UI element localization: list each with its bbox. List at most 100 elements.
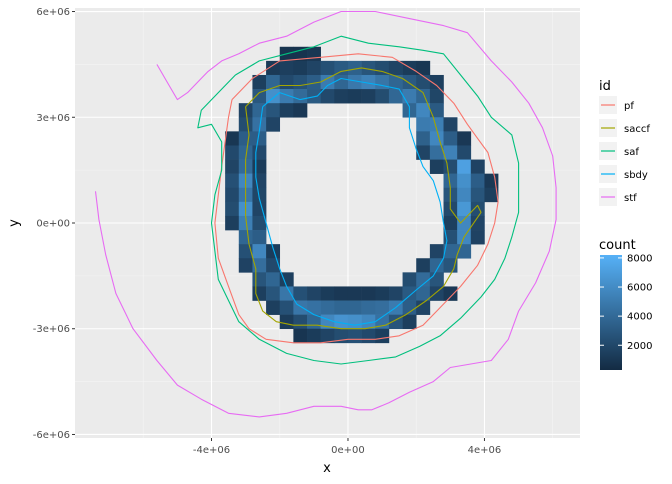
heatmap-cell <box>457 244 472 259</box>
heatmap-cell <box>347 314 362 330</box>
heatmap-cell <box>320 74 335 90</box>
heatmap-cell <box>266 300 281 315</box>
heatmap-cell <box>416 60 431 76</box>
heatmap-cell <box>238 145 253 160</box>
legend-count: count 8000 6000 4000 2000 <box>599 238 652 370</box>
legend-label-stf: stf <box>624 193 637 204</box>
heatmap-cell <box>266 89 281 104</box>
heatmap-cell <box>238 117 253 132</box>
heatmap-cell <box>361 74 376 90</box>
heatmap-cell <box>457 201 472 217</box>
heatmap-cell <box>484 187 499 203</box>
heatmap-cell <box>252 89 267 104</box>
x-axis-ticks: -4e+06 0e+00 4e+06 <box>193 438 501 456</box>
heatmap-cell <box>252 145 267 160</box>
heatmap-cell <box>347 286 362 301</box>
heatmap-cell <box>334 286 349 301</box>
legend-label-pf: pf <box>624 101 634 112</box>
heatmap-cell <box>375 286 390 301</box>
heatmap-cell <box>429 159 444 174</box>
y-tick-label: -6e+06 <box>33 430 70 441</box>
heatmap-cell <box>347 300 362 315</box>
heatmap-cell <box>347 89 362 104</box>
heatmap-cell <box>429 258 444 273</box>
legend-label-saf: saf <box>624 147 639 158</box>
heatmap-cell <box>470 159 485 174</box>
heatmap-cell <box>429 286 444 301</box>
heatmap-cell <box>375 74 390 90</box>
heatmap-cell <box>293 46 308 62</box>
heatmap-cell <box>402 89 417 104</box>
heatmap-cell <box>320 328 335 344</box>
heatmap-cell <box>266 60 281 76</box>
heatmap-cell <box>334 74 349 90</box>
heatmap-cell <box>443 131 458 146</box>
heatmap-cell <box>443 145 458 160</box>
heatmap-cell <box>402 272 417 287</box>
y-tick-label: 6e+06 <box>36 7 70 18</box>
heatmap-cell <box>375 89 390 104</box>
heatmap-cell <box>252 74 267 90</box>
heatmap-cell <box>252 173 267 189</box>
heatmap-cell <box>429 89 444 104</box>
heatmap-cell <box>266 103 281 118</box>
heatmap-cell <box>443 117 458 132</box>
heatmap-cell <box>429 74 444 90</box>
heatmap-cell <box>320 300 335 315</box>
heatmap-cell <box>252 131 267 146</box>
legend-count-tick-label: 4000 <box>627 312 652 323</box>
heatmap-cell <box>416 272 431 287</box>
contour-line-pf <box>214 53 499 344</box>
heatmap-cell <box>252 187 267 203</box>
contour-line-stf <box>94 10 557 418</box>
heatmap-cell <box>279 103 294 118</box>
heatmap-cell <box>375 300 390 315</box>
heatmap-cell <box>361 328 376 344</box>
x-tick-label: -4e+06 <box>193 445 230 456</box>
heatmap-cell <box>429 244 444 259</box>
heatmap-cell <box>470 187 485 203</box>
x-tick-label: 0e+00 <box>331 445 365 456</box>
heatmap-cell <box>416 117 431 132</box>
heatmap-cell <box>429 103 444 118</box>
heatmap-cell <box>293 286 308 301</box>
heatmap-cell <box>347 328 362 344</box>
heatmap-cell <box>443 244 458 259</box>
heatmap-cell <box>252 244 267 259</box>
heatmap-cell <box>416 74 431 90</box>
heatmap-cell <box>429 145 444 160</box>
heatmap-cell <box>279 300 294 315</box>
heatmap-cell <box>457 187 472 203</box>
heatmap-cell <box>334 60 349 76</box>
heatmap-cell <box>252 201 267 217</box>
heatmap-cell <box>320 286 335 301</box>
contour-lines <box>94 10 557 418</box>
heatmap-cell <box>266 74 281 90</box>
heatmap-cell <box>252 286 267 301</box>
heatmap-cell <box>388 74 403 90</box>
heatmap-cell <box>266 272 281 287</box>
heatmap-cell <box>457 145 472 160</box>
heatmap-cell <box>429 131 444 146</box>
heatmap-cell <box>457 131 472 146</box>
legend-id: id pf saccf saf sbdy stf <box>599 79 650 206</box>
legend-count-tick-label: 6000 <box>627 283 652 294</box>
heatmap-cell <box>266 244 281 259</box>
heatmap-cell <box>225 173 240 189</box>
legend-label-sbdy: sbdy <box>624 170 648 181</box>
heatmap-cell <box>307 74 321 90</box>
heatmap-cell <box>334 89 349 104</box>
heatmap-cell <box>416 286 431 301</box>
heatmap-cell <box>402 300 417 315</box>
heatmap-cell <box>266 117 281 132</box>
heatmap-cell <box>225 159 240 174</box>
heatmap-cell <box>293 74 308 90</box>
contour-line-sbdy <box>255 77 448 326</box>
heatmap-cell <box>347 74 362 90</box>
heatmap-cell <box>470 230 485 245</box>
y-tick-label: 3e+06 <box>36 113 70 124</box>
heatmap-cell <box>361 300 376 315</box>
heatmap-cell <box>388 89 403 104</box>
heatmap-cell <box>225 145 240 160</box>
